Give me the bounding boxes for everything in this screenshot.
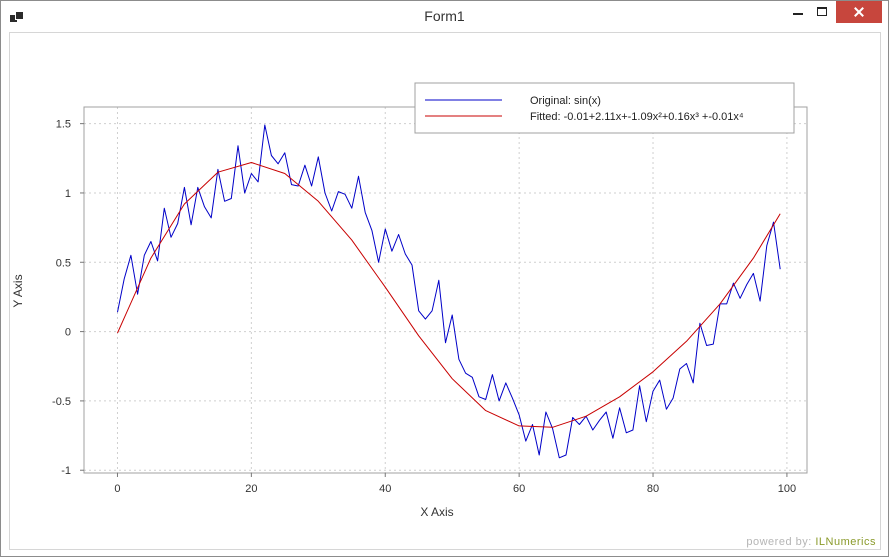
powered-by-footer: powered by: ILNumerics	[746, 536, 876, 548]
legend[interactable]: Original: sin(x) Fitted: -0.01+2.11x+-1.…	[414, 82, 795, 134]
legend-label-original: Original: sin(x)	[530, 95, 601, 107]
y-tick-label: -0.5	[52, 396, 71, 408]
grid-lines	[84, 107, 807, 473]
line-chart[interactable]: 0 20 40 60 80 100 -1 -0.5 0 0.5 1 1.5 X Axis Y Axis…	[10, 33, 880, 549]
y-tick-label: 1	[65, 188, 71, 200]
x-tick-label: 100	[778, 483, 796, 495]
y-axis-label: Y Axis	[11, 274, 25, 307]
x-tick-label: 0	[114, 483, 120, 495]
plot-area	[83, 106, 808, 474]
x-tick-label: 80	[647, 483, 659, 495]
powered-by-label: powered by:	[746, 536, 812, 548]
x-axis-label: X Axis	[420, 505, 453, 519]
window-title: Form1	[424, 8, 465, 24]
axis-ticks: 0 20 40 60 80 100 -1 -0.5 0 0.5 1 1.5	[52, 119, 796, 495]
minimize-button[interactable]	[776, 1, 820, 23]
legend-label-fitted: Fitted: -0.01+2.11x+-1.09x²+0.16x³ +-0.0…	[530, 111, 744, 123]
app-icon[interactable]	[10, 10, 24, 24]
y-tick-label: 0.5	[56, 257, 71, 269]
brand-link[interactable]: ILNumerics	[815, 536, 876, 548]
x-tick-label: 20	[245, 483, 257, 495]
series-original-line	[117, 124, 781, 459]
series-fitted-line	[117, 162, 781, 428]
y-tick-label: 0	[65, 327, 71, 339]
x-tick-label: 40	[379, 483, 391, 495]
legend-box	[414, 82, 795, 134]
data-series	[117, 124, 781, 459]
title-bar[interactable]: Form1	[1, 1, 888, 32]
x-tick-label: 60	[513, 483, 525, 495]
maximize-button[interactable]	[807, 1, 837, 23]
plot-panel[interactable]: 0 20 40 60 80 100 -1 -0.5 0 0.5 1 1.5 X Axis Y Axis…	[9, 32, 881, 550]
y-tick-label: 1.5	[56, 119, 71, 131]
close-button[interactable]	[836, 1, 882, 23]
y-tick-label: -1	[61, 465, 71, 477]
